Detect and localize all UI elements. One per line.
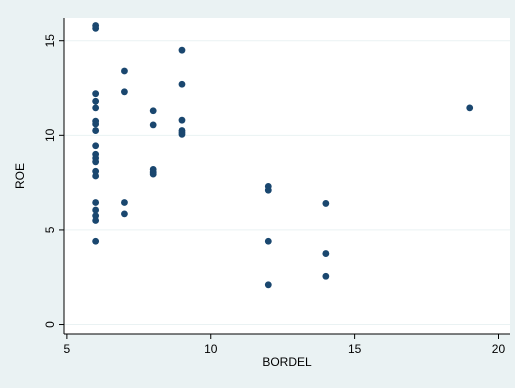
data-points — [92, 22, 474, 289]
data-point — [92, 104, 100, 112]
x-tick-label: 20 — [492, 342, 506, 356]
data-point — [92, 212, 100, 220]
x-tick-label: 10 — [204, 342, 218, 356]
y-tick-label: 0 — [43, 321, 57, 328]
data-point — [92, 217, 100, 224]
data-point — [121, 210, 128, 218]
grid-lines — [64, 40, 510, 326]
y-tick-label: 15 — [43, 34, 57, 48]
data-point — [121, 199, 128, 206]
data-point — [178, 130, 186, 138]
data-point — [92, 206, 100, 214]
data-point — [264, 281, 272, 289]
data-point — [92, 120, 100, 128]
data-point — [92, 172, 100, 180]
data-point — [92, 158, 100, 166]
data-point — [149, 107, 157, 115]
data-point — [322, 250, 330, 257]
plot-area — [64, 18, 510, 334]
data-point — [92, 142, 100, 150]
data-point — [92, 90, 100, 98]
x-axis-ticks: 5 10 15 20 — [64, 334, 506, 356]
data-point — [121, 67, 128, 75]
data-point — [264, 186, 272, 194]
data-point — [322, 200, 330, 207]
y-tick-label: 5 — [43, 226, 57, 233]
data-point — [178, 46, 186, 54]
data-point — [92, 127, 100, 134]
data-point — [92, 199, 100, 206]
y-axis-ticks: 0 5 10 15 — [43, 34, 64, 328]
y-axis-label: ROE — [13, 163, 27, 189]
x-tick-label: 15 — [348, 342, 362, 356]
y-tick-label: 10 — [43, 128, 57, 142]
data-point — [92, 25, 100, 32]
data-point — [92, 167, 100, 175]
data-point — [149, 121, 157, 129]
data-point — [92, 97, 100, 105]
data-point — [178, 116, 186, 124]
x-axis-label: BORDEL — [262, 355, 312, 369]
data-point — [466, 104, 474, 112]
data-point — [92, 237, 100, 245]
data-point — [121, 88, 128, 96]
data-point — [178, 80, 186, 88]
data-point — [149, 170, 157, 178]
data-point — [322, 272, 330, 280]
x-tick-label: 5 — [64, 342, 71, 356]
data-point — [264, 237, 272, 245]
